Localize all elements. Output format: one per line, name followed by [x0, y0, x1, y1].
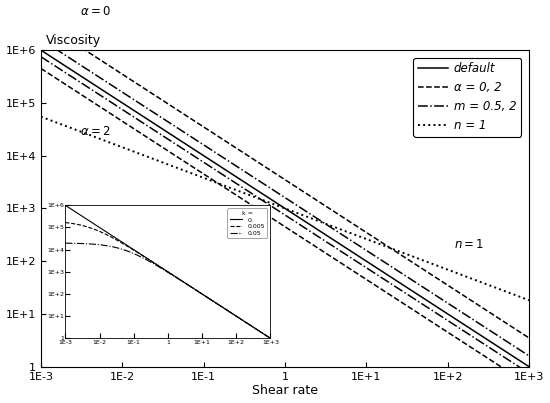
Text: $\alpha = 2$: $\alpha = 2$ [80, 125, 111, 138]
Legend: default, α = 0, 2, m = 0.5, 2, n = 1: default, α = 0, 2, m = 0.5, 2, n = 1 [414, 58, 521, 137]
X-axis label: Shear rate: Shear rate [252, 384, 318, 397]
Text: $n = 1$: $n = 1$ [454, 238, 485, 251]
Text: $\alpha = 0$: $\alpha = 0$ [80, 5, 111, 18]
Text: Viscosity: Viscosity [46, 34, 101, 47]
